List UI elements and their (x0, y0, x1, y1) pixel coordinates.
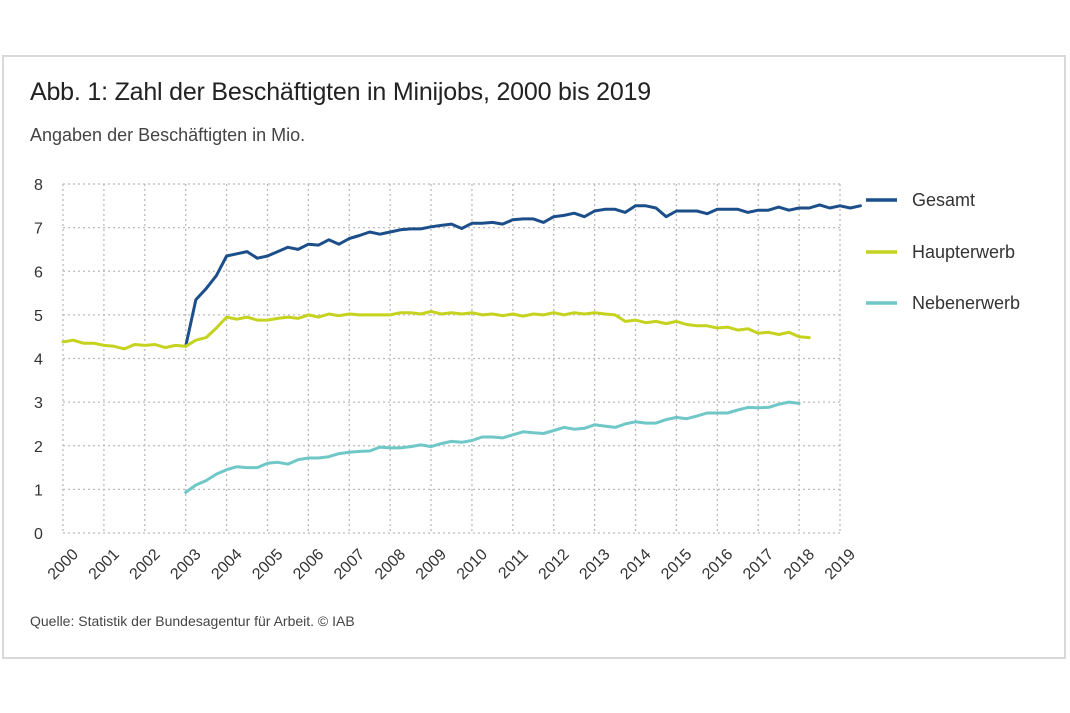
series-line-nebenerwerb (184, 400, 801, 494)
grid (62, 183, 841, 534)
x-tick-label: 2008 (372, 546, 409, 583)
chart-title: Abb. 1: Zahl der Beschäftigten in Minijo… (30, 78, 651, 106)
x-tick-label: 2016 (699, 546, 736, 583)
x-tick-label: 2003 (168, 546, 205, 583)
x-tick-label: 2019 (822, 546, 859, 583)
source-note: Quelle: Statistik der Bundesagentur für … (30, 613, 355, 629)
x-tick-label: 2007 (331, 546, 368, 583)
legend-item-nebenerwerb: Nebenerwerb (866, 293, 1020, 313)
legend-label: Nebenerwerb (912, 293, 1020, 313)
x-tick-label: 2010 (454, 546, 491, 583)
y-tick-label: 3 (34, 395, 43, 412)
x-tick-label: 2001 (86, 546, 123, 583)
x-tick-label: 2012 (536, 546, 573, 583)
chart-subtitle: Angaben der Beschäftigten in Mio. (30, 125, 306, 145)
x-tick-label: 2015 (658, 546, 695, 583)
series-lines (61, 203, 862, 494)
x-tick-label: 2002 (127, 546, 164, 583)
x-tick-label: 2005 (249, 546, 286, 583)
legend: Gesamt Haupterwerb Nebenerwerb (866, 190, 1020, 313)
legend-label: Haupterwerb (912, 242, 1015, 262)
y-tick-label: 8 (34, 177, 43, 194)
legend-item-haupterwerb: Haupterwerb (866, 242, 1015, 262)
x-tick-label: 2011 (496, 546, 532, 582)
x-tick-label: 2006 (290, 546, 327, 583)
legend-label: Gesamt (912, 190, 975, 210)
y-tick-label: 4 (34, 352, 43, 369)
x-tick-label: 2009 (413, 546, 450, 583)
x-tick-label: 2000 (45, 546, 82, 583)
series-line-haupterwerb (61, 309, 811, 351)
y-tick-label: 1 (34, 482, 43, 499)
y-tick-label: 2 (34, 439, 43, 456)
x-tick-label: 2018 (781, 546, 818, 583)
y-axis-ticks: 0 1 2 3 4 5 6 7 8 (34, 177, 43, 543)
x-axis-ticks: 2000 2001 2002 2003 2004 2005 2006 2007 2008 2009… (45, 546, 859, 583)
chart-card (2, 55, 1066, 659)
legend-item-gesamt: Gesamt (866, 190, 975, 210)
x-tick-label: 2013 (576, 546, 613, 583)
y-tick-label: 7 (34, 221, 43, 238)
x-tick-label: 2017 (740, 546, 777, 583)
series-line-gesamt (184, 203, 862, 348)
x-tick-label: 2004 (208, 546, 245, 583)
y-tick-label: 0 (34, 526, 43, 543)
y-tick-label: 5 (34, 308, 43, 325)
y-tick-label: 6 (34, 264, 43, 281)
x-tick-label: 2014 (617, 546, 654, 583)
